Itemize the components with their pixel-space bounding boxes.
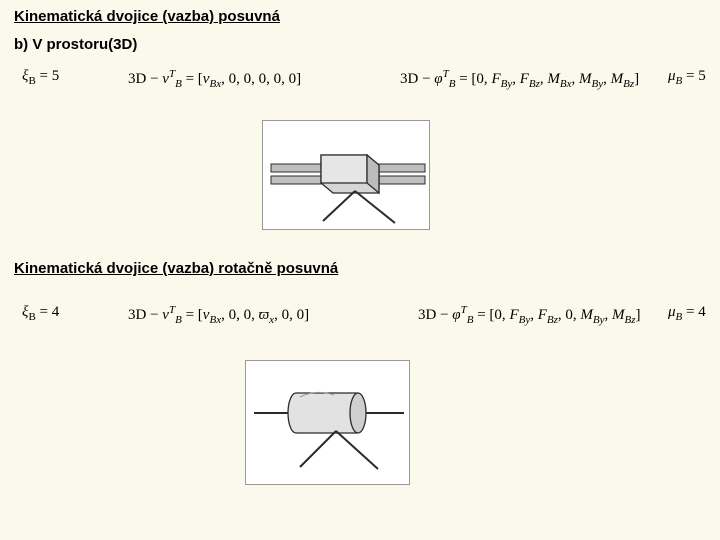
phi-eq-1: 3D − φTB = [0, FBy, FBz, MBx, MBy, MBz] [400, 68, 639, 90]
phi-sym: φ [434, 71, 442, 87]
cylindrical-joint-svg [246, 361, 411, 486]
phi-m2-2: M [580, 307, 593, 323]
v-omega: ϖ [259, 307, 270, 323]
v-sub-2: B [175, 314, 182, 326]
v-pre-2: 3D − [128, 307, 162, 323]
mu-val-2: = 4 [682, 304, 705, 320]
phi-zero-2: , 0, [558, 307, 581, 323]
phi-m2-sub-2: By [593, 314, 605, 326]
phi-pre-2: 3D − [418, 307, 452, 323]
mu-val: = 5 [682, 68, 705, 84]
phi-m3-sub: Bz [623, 78, 634, 90]
phi-pre: 3D − [400, 71, 434, 87]
section1-heading: Kinematická dvojice (vazba) posuvná [14, 8, 280, 25]
v-sym: v [162, 71, 169, 87]
xi-sub-2: B [28, 311, 35, 323]
phi-m3: M [611, 71, 624, 87]
v-mid-2: , 0, 0, [221, 307, 259, 323]
phi-sym-2: φ [452, 307, 460, 323]
prismatic-joint-svg [263, 121, 431, 231]
phi-m2-sub: By [592, 78, 604, 90]
phi-m2: M [579, 71, 592, 87]
xi-val: = 5 [36, 68, 59, 84]
xi-eq-2: ξB = 4 [22, 304, 59, 323]
v-eq-2: = [ [182, 307, 203, 323]
phi-m3-2: M [612, 307, 625, 323]
velocity-eq-1: 3D − vTB = [vBx, 0, 0, 0, 0, 0] [128, 68, 301, 90]
phi-f1: F [491, 71, 500, 87]
v-sub: B [175, 78, 182, 90]
v-pre: 3D − [128, 71, 162, 87]
figure-prismatic-joint [262, 120, 430, 230]
phi-f2-sub-2: Bz [547, 314, 558, 326]
velocity-eq-2: 3D − vTB = [vBx, 0, 0, ϖx, 0, 0] [128, 304, 309, 326]
v-first-sub-2: Bx [209, 314, 221, 326]
phi-m1-sub: Bx [560, 78, 572, 90]
mu-sym-2: μ [668, 304, 676, 320]
phi-f2-2: F [538, 307, 547, 323]
phi-f1-sub-2: By [519, 314, 531, 326]
v-rest: , 0, 0, 0, 0, 0] [221, 71, 301, 87]
phi-eq-open: = [0, [455, 71, 491, 87]
phi-m1: M [547, 71, 560, 87]
section2-heading: Kinematická dvojice (vazba) rotačně posu… [14, 260, 338, 277]
xi-val-2: = 4 [36, 304, 59, 320]
phi-eq-open-2: = [0, [473, 307, 509, 323]
v-eq: = [ [182, 71, 203, 87]
phi-eq-2: 3D − φTB = [0, FBy, FBz, 0, MBy, MBz] [418, 304, 641, 326]
section1-subheading: b) V prostoru(3D) [14, 36, 137, 53]
phi-f1-sub: By [501, 78, 513, 90]
phi-f2-sub: Bz [529, 78, 540, 90]
v-first-sub: Bx [209, 78, 221, 90]
mu-eq-1: μB = 5 [668, 68, 706, 87]
mu-sym: μ [668, 68, 676, 84]
v-sym-2: v [162, 307, 169, 323]
xi-sub: B [28, 75, 35, 87]
phi-m3-sub-2: Bz [625, 314, 636, 326]
phi-close: ] [634, 71, 639, 87]
xi-eq-1: ξB = 5 [22, 68, 59, 87]
phi-f1-2: F [509, 307, 518, 323]
figure-cylindrical-joint [245, 360, 410, 485]
phi-f2: F [520, 71, 529, 87]
mu-eq-2: μB = 4 [668, 304, 706, 323]
v-rest-2: , 0, 0] [274, 307, 309, 323]
phi-close-2: ] [636, 307, 641, 323]
